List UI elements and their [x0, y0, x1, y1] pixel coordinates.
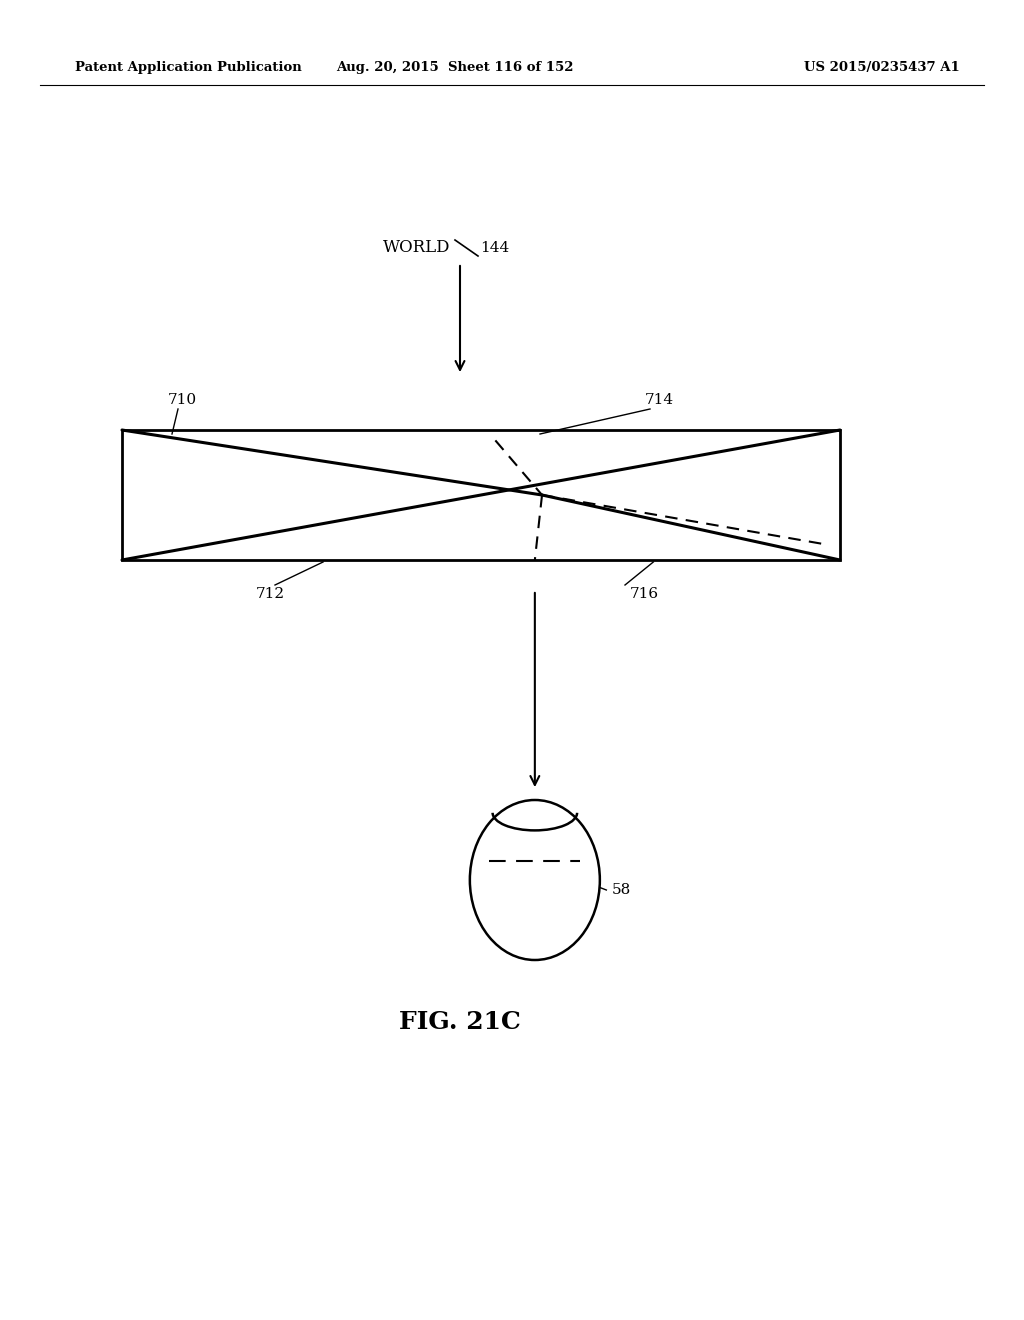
Text: US 2015/0235437 A1: US 2015/0235437 A1 — [804, 62, 961, 74]
Text: 712: 712 — [255, 587, 285, 601]
Text: Patent Application Publication: Patent Application Publication — [75, 62, 302, 74]
Bar — [122, 430, 840, 560]
Ellipse shape — [470, 800, 600, 960]
Text: 714: 714 — [645, 393, 674, 407]
Text: Aug. 20, 2015  Sheet 116 of 152: Aug. 20, 2015 Sheet 116 of 152 — [336, 62, 573, 74]
Text: 58: 58 — [611, 883, 631, 898]
Text: WORLD: WORLD — [383, 239, 450, 256]
Text: 716: 716 — [630, 587, 659, 601]
Text: 144: 144 — [480, 242, 509, 255]
Text: FIG. 21C: FIG. 21C — [399, 1010, 521, 1034]
Text: 710: 710 — [168, 393, 198, 407]
